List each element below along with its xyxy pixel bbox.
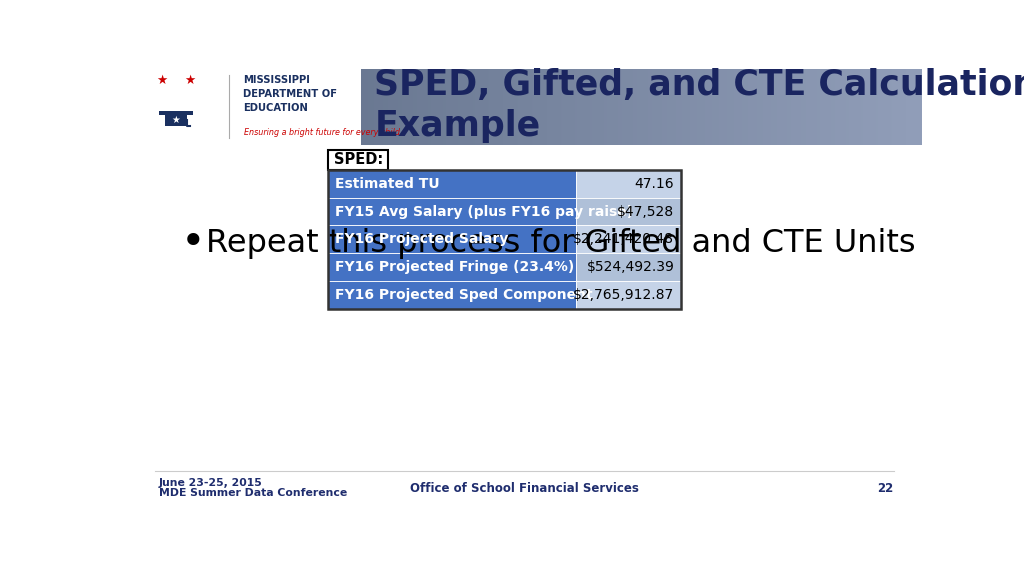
Bar	[328, 170, 681, 309]
Text: $2,241,420.48: $2,241,420.48	[573, 232, 675, 247]
Text: $524,492.39: $524,492.39	[587, 260, 675, 274]
Bar	[575, 253, 681, 281]
Text: ★: ★	[172, 115, 180, 125]
Text: June 23-25, 2015: June 23-25, 2015	[159, 479, 263, 488]
Text: MISSISSIPPI
DEPARTMENT OF
EDUCATION: MISSISSIPPI DEPARTMENT OF EDUCATION	[243, 75, 337, 113]
Bar	[165, 114, 187, 126]
Bar	[328, 170, 575, 198]
Bar	[575, 198, 681, 225]
Bar	[159, 111, 194, 115]
Text: 22: 22	[878, 482, 894, 495]
Text: $2,765,912.87: $2,765,912.87	[573, 288, 675, 302]
Text: $47,528: $47,528	[617, 204, 675, 218]
Bar	[575, 170, 681, 198]
Text: FY16 Projected Salary: FY16 Projected Salary	[335, 232, 508, 247]
Text: 47.16: 47.16	[635, 177, 675, 191]
Text: SPED, Gifted, and CTE Calculation
Example: SPED, Gifted, and CTE Calculation Exampl…	[375, 68, 1024, 143]
Text: MDE Summer Data Conference: MDE Summer Data Conference	[159, 488, 347, 498]
Text: FY16 Projected Sped Component: FY16 Projected Sped Component	[335, 288, 593, 302]
Bar	[328, 281, 575, 309]
Bar	[575, 225, 681, 253]
Bar	[328, 150, 388, 170]
Text: FY16 Projected Fringe (23.4%): FY16 Projected Fringe (23.4%)	[335, 260, 574, 274]
Bar	[575, 281, 681, 309]
Text: SPED:: SPED:	[334, 153, 383, 168]
Text: Repeat this process for Gifted and CTE Units: Repeat this process for Gifted and CTE U…	[206, 228, 915, 259]
Text: ★: ★	[184, 74, 196, 87]
Text: Ensuring a bright future for every child: Ensuring a bright future for every child	[245, 128, 400, 137]
Bar	[328, 198, 575, 225]
Text: ★: ★	[157, 74, 168, 87]
Bar	[128, 69, 360, 145]
Text: •: •	[180, 222, 206, 264]
Bar	[128, 145, 922, 513]
Text: Estimated TU: Estimated TU	[335, 177, 439, 191]
Bar	[328, 253, 575, 281]
Text: FY15 Avg Salary (plus FY16 pay raise): FY15 Avg Salary (plus FY16 pay raise)	[335, 204, 633, 218]
Text: Office of School Financial Services: Office of School Financial Services	[411, 482, 639, 495]
Bar	[328, 225, 575, 253]
